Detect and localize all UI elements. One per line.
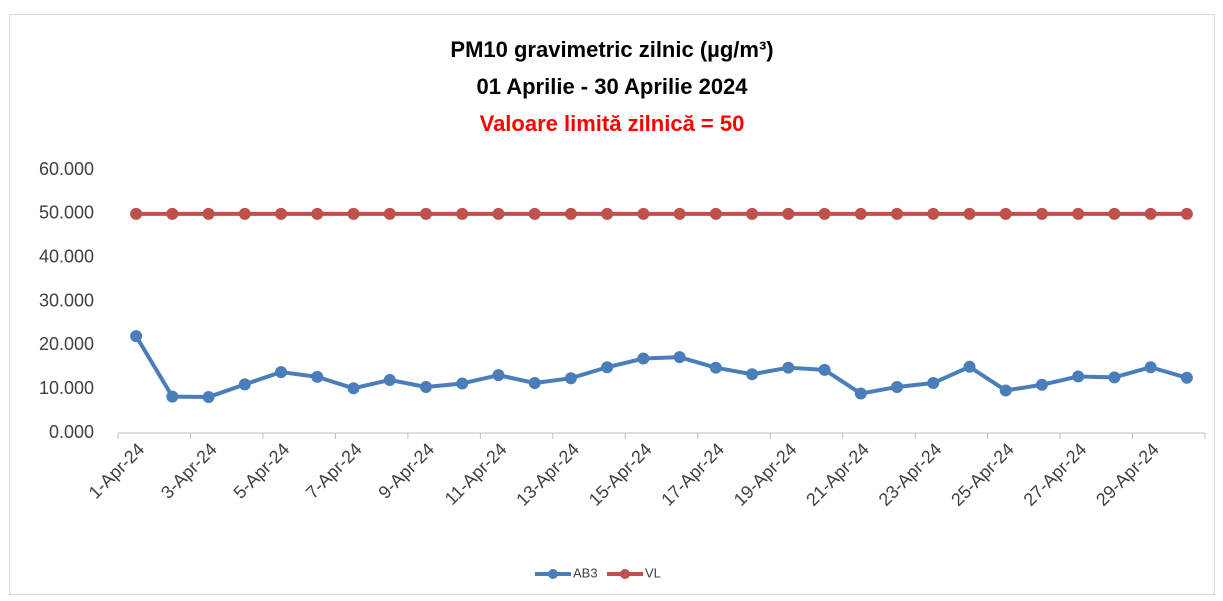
y-tick-label: 40.000 [39, 246, 94, 266]
point [1072, 370, 1085, 383]
point [238, 378, 251, 391]
point [601, 207, 614, 220]
chart-title: PM10 gravimetric zilnic (µg/m³) [450, 37, 773, 62]
point [130, 330, 143, 343]
chart-annotation: Valoare limită zilnică = 50 [480, 111, 745, 136]
point [383, 373, 396, 386]
point [1180, 207, 1193, 220]
point [275, 366, 288, 379]
chart-subtitle: 01 Aprilie - 30 Aprilie 2024 [476, 74, 748, 99]
point [311, 207, 324, 220]
point [564, 372, 577, 385]
point [673, 207, 686, 220]
point [782, 361, 795, 374]
point [202, 391, 215, 404]
point [709, 361, 722, 374]
y-tick-label: 10.000 [39, 378, 94, 398]
point [637, 352, 650, 365]
point [528, 377, 541, 390]
point [891, 380, 904, 393]
point [419, 380, 432, 393]
point [202, 207, 215, 220]
point [564, 207, 577, 220]
point [238, 207, 251, 220]
point [637, 207, 650, 220]
point [1180, 371, 1193, 384]
point [999, 384, 1012, 397]
chart-border [9, 14, 1215, 595]
legend-label: AB3 [573, 565, 598, 580]
point [746, 368, 759, 381]
point [311, 370, 324, 383]
point [1144, 207, 1157, 220]
point [528, 207, 541, 220]
point [130, 207, 143, 220]
y-tick-label: 0.000 [49, 422, 94, 442]
point [963, 207, 976, 220]
point [818, 363, 831, 376]
point [166, 207, 179, 220]
point [673, 351, 686, 364]
point [709, 207, 722, 220]
point [999, 207, 1012, 220]
point [818, 207, 831, 220]
point [963, 360, 976, 373]
legend-label: VL [645, 565, 661, 580]
point [456, 207, 469, 220]
point [782, 207, 795, 220]
point [927, 377, 940, 390]
point [854, 207, 867, 220]
point [1072, 207, 1085, 220]
point [1035, 378, 1048, 391]
point [891, 207, 904, 220]
point [1108, 207, 1121, 220]
point [456, 377, 469, 390]
y-tick-label: 30.000 [39, 290, 94, 310]
y-tick-label: 50.000 [39, 203, 94, 223]
point [347, 207, 360, 220]
point [383, 207, 396, 220]
point [275, 207, 288, 220]
point [492, 369, 505, 382]
point [347, 382, 360, 395]
point [1035, 207, 1048, 220]
point [746, 207, 759, 220]
point [927, 207, 940, 220]
point [492, 207, 505, 220]
point [419, 207, 432, 220]
point [1108, 371, 1121, 384]
point [166, 390, 179, 403]
legend-marker [548, 569, 558, 579]
series-line [134, 335, 1188, 400]
point [854, 387, 867, 400]
point [601, 361, 614, 374]
legend-marker [620, 569, 630, 579]
y-tick-label: 60.000 [39, 159, 94, 179]
y-tick-label: 20.000 [39, 334, 94, 354]
point [1144, 361, 1157, 374]
